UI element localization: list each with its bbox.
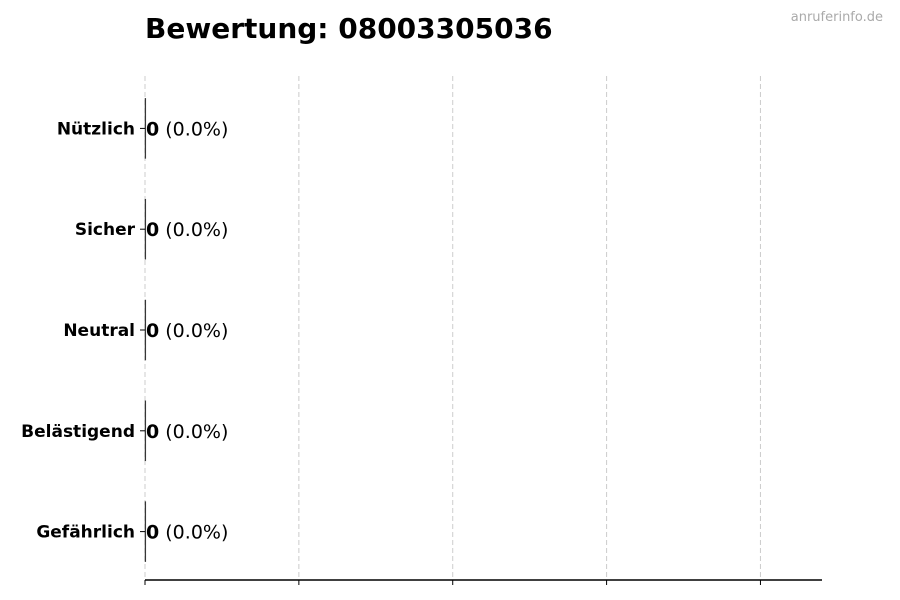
data-label: 0 (0.0%) — [146, 421, 228, 443]
data-label-percent: (0.0%) — [159, 421, 228, 443]
data-label-count: 0 — [146, 320, 159, 342]
data-label: 0 (0.0%) — [146, 320, 228, 342]
watermark: anruferinfo.de — [790, 10, 883, 25]
data-label-percent: (0.0%) — [159, 522, 228, 544]
y-tick-label: Gefährlich — [36, 523, 135, 543]
chart-title: Bewertung: 08003305036 — [145, 12, 553, 45]
data-label-percent: (0.0%) — [159, 320, 228, 342]
y-tick-label: Sicher — [75, 220, 136, 240]
data-label-count: 0 — [146, 421, 159, 443]
data-label: 0 (0.0%) — [146, 118, 228, 140]
data-label: 0 (0.0%) — [146, 219, 228, 241]
data-label: 0 (0.0%) — [146, 522, 228, 544]
y-tick-label: Neutral — [63, 321, 135, 341]
data-label-percent: (0.0%) — [159, 118, 228, 140]
data-label-count: 0 — [146, 118, 159, 140]
data-label-count: 0 — [146, 522, 159, 544]
y-tick-label: Belästigend — [21, 422, 135, 442]
data-label-percent: (0.0%) — [159, 219, 228, 241]
data-label-count: 0 — [146, 219, 159, 241]
y-tick-label: Nützlich — [57, 119, 135, 139]
